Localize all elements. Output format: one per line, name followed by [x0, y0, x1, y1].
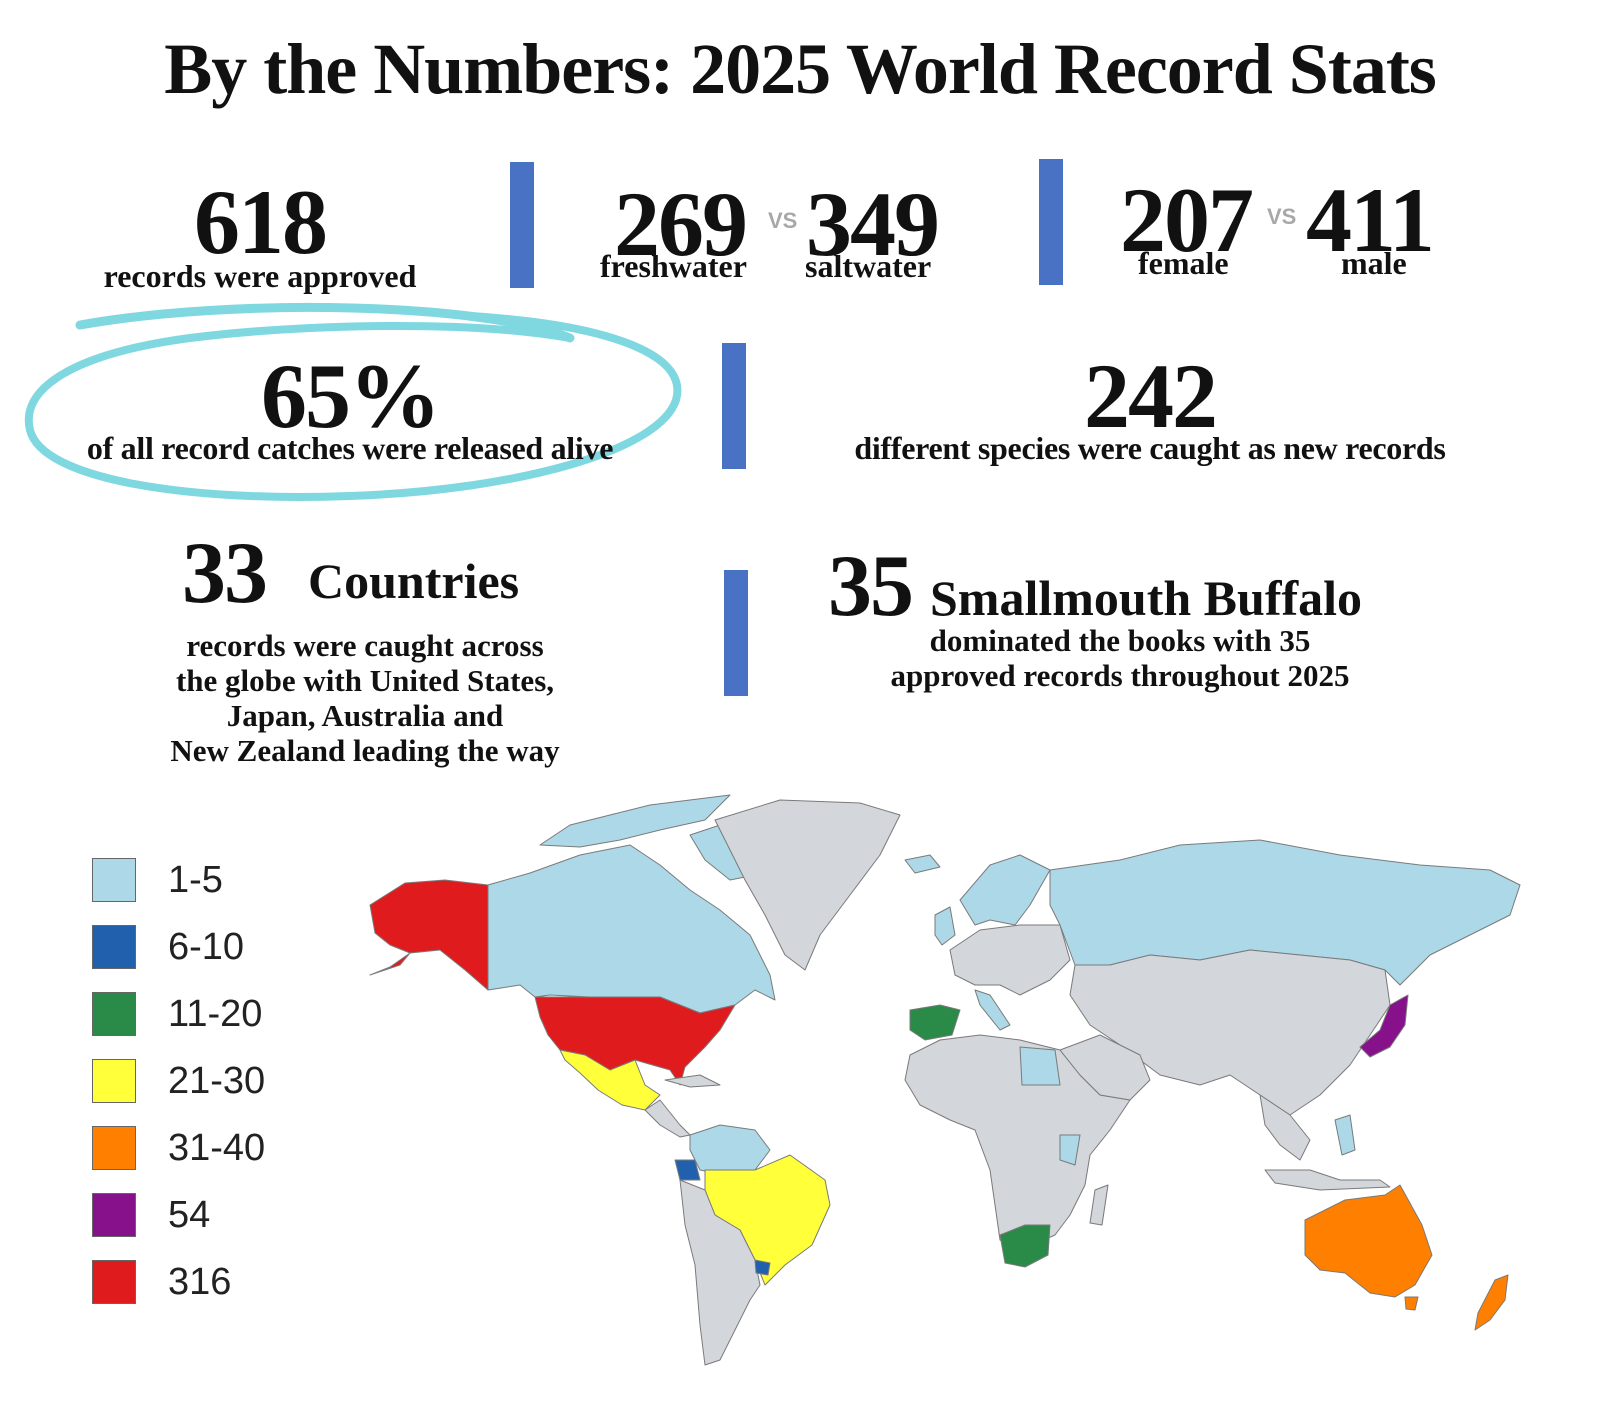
stat-female-label: female [1138, 245, 1229, 281]
legend-label: 21-30 [168, 1059, 266, 1102]
stat-species-value: 242 [1084, 345, 1218, 447]
legend-label: 54 [168, 1193, 211, 1236]
stat-saltwater-value: 349 [806, 173, 940, 275]
map-region-japan [1359, 994, 1409, 1058]
map-region-iberia [909, 1004, 961, 1041]
map-region-new-zealand [1474, 1274, 1509, 1331]
map-region-italy [974, 989, 1011, 1031]
legend-swatch [92, 991, 136, 1036]
divider-bar [722, 343, 746, 469]
stat-buffalo-text: dominated the books with 35 approved rec… [830, 623, 1410, 693]
map-region-middle-east [1059, 1034, 1151, 1101]
stat-released-value: 65% [261, 345, 441, 447]
text-line: Japan, Australia and [226, 698, 504, 733]
stat-male-label: male [1341, 245, 1407, 281]
legend-item: 1-5 [92, 846, 265, 913]
map-region-uk [934, 906, 956, 946]
map-region-philippines [1334, 1114, 1356, 1156]
stat-countries-text: records were caught across the globe wit… [90, 628, 640, 768]
map-region-ecuador [674, 1159, 701, 1181]
stat-approved-value: 618 [194, 171, 328, 273]
map-region-mexico [559, 1049, 661, 1111]
map-region-usa [534, 996, 736, 1086]
map-region-southeast-asia [1259, 1094, 1311, 1161]
divider-bar [1039, 159, 1063, 285]
map-region-south-africa [999, 1224, 1051, 1268]
map-region-egypt [1019, 1046, 1061, 1086]
stat-species: 242 different species were caught as new… [790, 350, 1510, 464]
map-region-alaska [369, 879, 489, 991]
map-region-tasmania [1404, 1296, 1419, 1311]
stat-male-value: 411 [1306, 169, 1435, 271]
map-region-uruguay [754, 1259, 771, 1276]
map-region-cuba [664, 1074, 721, 1088]
map-region-andes [679, 1179, 761, 1366]
text-line: the globe with United States, [175, 663, 555, 698]
infographic-title: By the Numbers: 2025 World Record Stats [164, 29, 1437, 109]
map-region-greenland [714, 799, 901, 971]
map-region-colombia [689, 1124, 771, 1176]
legend-swatch [92, 1192, 136, 1237]
stat-species-label: different species were caught as new rec… [854, 430, 1446, 466]
legend-item: 6-10 [92, 913, 265, 980]
map-region-iceland [904, 854, 941, 874]
legend-label: 6-10 [168, 925, 245, 968]
legend-item: 21-30 [92, 1047, 265, 1114]
legend-label: 31-40 [168, 1126, 266, 1169]
legend-swatch [92, 857, 136, 902]
map-region-aleutians [369, 952, 411, 976]
vs-label: VS [1267, 204, 1297, 229]
legend-item: 31-40 [92, 1114, 265, 1181]
legend-item: 316 [92, 1248, 265, 1315]
stat-buffalo-heading: Smallmouth Buffalo [930, 570, 1363, 626]
stat-released: 65% of all record catches were released … [20, 350, 680, 464]
map-region-indonesia [1264, 1169, 1391, 1191]
map-region-scandinavia [959, 854, 1051, 926]
text-line: New Zealand leading the way [170, 733, 560, 768]
stat-released-label: of all record catches were released aliv… [86, 430, 614, 466]
divider-bar [510, 162, 534, 288]
legend-swatch [92, 1259, 136, 1304]
map-region-arctic-islands [539, 794, 731, 848]
legend-item: 11-20 [92, 980, 265, 1047]
stat-approved: 618 records were approved [60, 176, 460, 292]
world-map [369, 794, 1521, 1366]
legend-label: 316 [168, 1260, 232, 1303]
map-region-africa [904, 1034, 1131, 1251]
legend-swatch [92, 924, 136, 969]
legend-item: 54 [92, 1181, 265, 1248]
stat-freshwater-label: freshwater [600, 248, 747, 284]
divider-bar [724, 570, 748, 696]
legend-label: 1-5 [168, 858, 223, 901]
stat-approved-label: records were approved [103, 258, 417, 294]
text-line: approved records throughout 2025 [890, 658, 1350, 693]
map-region-madagascar [1089, 1184, 1109, 1226]
map-region-australia [1304, 1184, 1433, 1298]
legend-label: 11-20 [168, 992, 263, 1035]
map-region-east-africa [1059, 1134, 1081, 1166]
vs-label: VS [768, 208, 798, 233]
legend-swatch [92, 1125, 136, 1170]
map-region-central-america [644, 1099, 691, 1138]
highlight-circle [24, 302, 682, 501]
legend-swatch [92, 1058, 136, 1103]
stat-countries-heading: Countries [308, 553, 520, 609]
map-legend: 1-5 6-10 11-20 21-30 31-40 54 316 [92, 846, 265, 1315]
stat-female-value: 207 [1120, 169, 1254, 271]
stat-freshwater-value: 269 [614, 173, 748, 275]
text-line: records were caught across [186, 628, 544, 663]
stat-buffalo-value: 35 [828, 538, 914, 635]
stat-saltwater-label: saltwater [805, 248, 932, 284]
map-region-europe [949, 924, 1071, 996]
stat-countries-value: 33 [182, 525, 268, 622]
text-line: dominated the books with 35 [929, 623, 1311, 658]
